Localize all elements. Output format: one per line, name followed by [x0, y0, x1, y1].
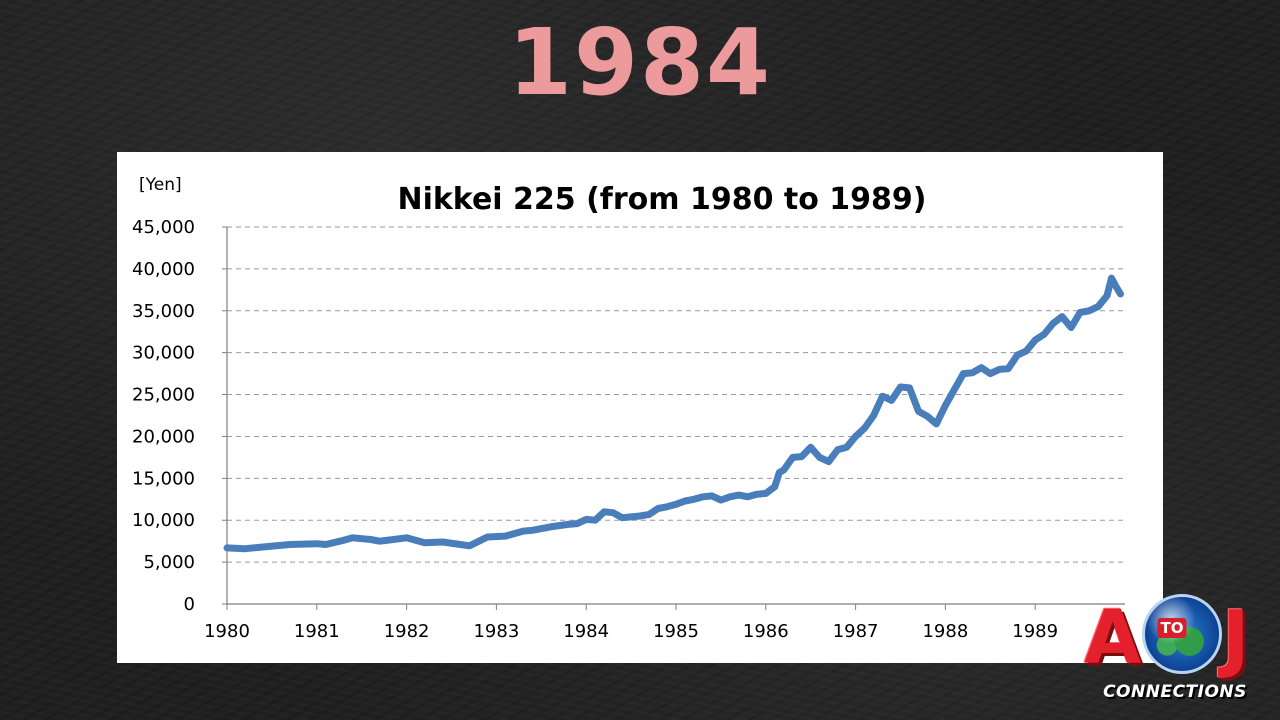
x-tick-label: 1982	[384, 621, 430, 642]
y-tick-label: 20,000	[132, 426, 195, 447]
y-tick-label: 45,000	[132, 217, 195, 238]
y-tick-label: 15,000	[132, 468, 195, 489]
y-tick-label: 0	[184, 594, 195, 615]
chart-panel: [Yen] Nikkei 225 (from 1980 to 1989) 0 5,…	[117, 152, 1163, 663]
y-tick-label: 5,000	[143, 552, 195, 573]
x-tick-label: 1985	[653, 621, 699, 642]
y-tick-label: 10,000	[132, 510, 195, 531]
x-tick-label: 1983	[473, 621, 519, 642]
chart-title: Nikkei 225 (from 1980 to 1989)	[397, 182, 926, 217]
x-tick-label: 1988	[922, 621, 968, 642]
x-tick-label: 1980	[204, 621, 250, 642]
y-tick-label: 30,000	[132, 343, 195, 364]
series-line-nikkei	[223, 274, 1124, 553]
y-tick-labels: 0 5,000 10,000 15,000 20,000 25,000 30,000 35,0…	[132, 217, 195, 615]
grid-lines	[227, 226, 1125, 563]
y-axis-unit-label: [Yen]	[139, 175, 182, 195]
series-layer	[223, 274, 1124, 553]
y-tick-label: 40,000	[132, 259, 195, 280]
x-tick-label: 1981	[294, 621, 340, 642]
y-tick-label: 25,000	[132, 385, 195, 406]
slide-title: 1984	[507, 9, 773, 116]
x-tick-label: 1989	[1012, 621, 1058, 642]
a-to-j-connections-logo: A TO J CONNECTIONS	[1084, 594, 1250, 702]
y-tick-label: 35,000	[132, 301, 195, 322]
nikkei-line-chart: [Yen] Nikkei 225 (from 1980 to 1989) 0 5,…	[132, 175, 1125, 642]
axes	[222, 226, 1125, 610]
x-tick-label: 1984	[563, 621, 609, 642]
x-tick-labels: 1980 1981 1982 1983 1984 1985 1986 1987 1988 1989	[204, 621, 1058, 642]
x-tick-label: 1986	[743, 621, 789, 642]
x-tick-label: 1987	[833, 621, 879, 642]
